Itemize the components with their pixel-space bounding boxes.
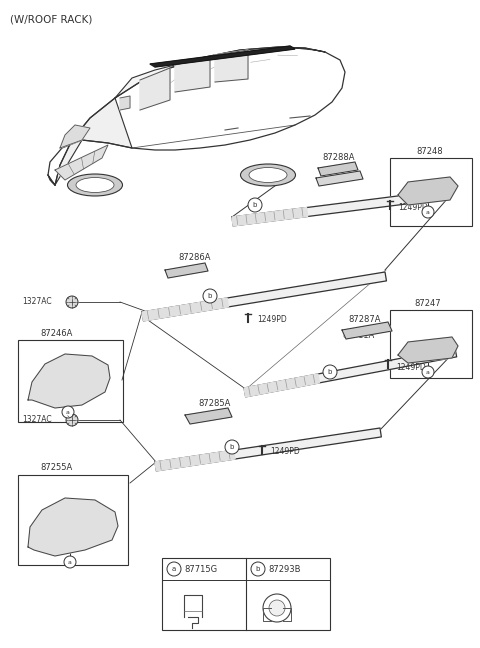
Polygon shape <box>244 348 456 397</box>
Polygon shape <box>155 450 235 471</box>
Text: 1249PD: 1249PD <box>398 203 428 213</box>
Text: 1249PD: 1249PD <box>270 448 300 456</box>
Text: 87285A: 87285A <box>198 399 230 408</box>
Polygon shape <box>165 263 208 278</box>
FancyBboxPatch shape <box>162 558 330 630</box>
Polygon shape <box>244 374 320 397</box>
Polygon shape <box>342 322 392 339</box>
FancyBboxPatch shape <box>18 340 123 422</box>
Ellipse shape <box>76 178 114 192</box>
Circle shape <box>225 440 239 454</box>
Text: b: b <box>208 293 212 299</box>
Circle shape <box>251 562 265 576</box>
Text: 87247: 87247 <box>414 299 441 308</box>
Text: 1249PD: 1249PD <box>396 362 426 371</box>
Polygon shape <box>185 408 232 424</box>
Text: 87288A: 87288A <box>322 152 355 161</box>
Circle shape <box>167 562 181 576</box>
Text: 87211A: 87211A <box>342 332 374 340</box>
Text: b: b <box>328 369 332 375</box>
Polygon shape <box>140 68 170 110</box>
Circle shape <box>66 414 78 426</box>
Text: 1327AC: 1327AC <box>22 415 52 424</box>
Polygon shape <box>115 47 325 98</box>
Text: b: b <box>253 202 257 208</box>
FancyBboxPatch shape <box>18 475 128 565</box>
Polygon shape <box>142 298 228 321</box>
Polygon shape <box>150 46 295 67</box>
Circle shape <box>62 406 74 418</box>
Text: 1249PD: 1249PD <box>257 316 287 325</box>
Polygon shape <box>215 50 248 82</box>
Text: a: a <box>426 369 430 375</box>
Text: 87212A: 87212A <box>325 170 357 178</box>
Polygon shape <box>28 354 110 408</box>
Polygon shape <box>48 98 132 185</box>
Polygon shape <box>175 57 210 92</box>
Circle shape <box>422 366 434 378</box>
Polygon shape <box>28 498 118 556</box>
Polygon shape <box>318 162 358 176</box>
Circle shape <box>269 600 285 616</box>
Text: a: a <box>66 410 70 415</box>
Circle shape <box>263 594 291 622</box>
Ellipse shape <box>249 167 287 183</box>
Circle shape <box>66 296 78 308</box>
Text: (W/ROOF RACK): (W/ROOF RACK) <box>10 14 92 24</box>
Polygon shape <box>398 337 458 363</box>
Circle shape <box>248 198 262 212</box>
Polygon shape <box>142 272 386 321</box>
Ellipse shape <box>240 164 296 186</box>
Circle shape <box>323 365 337 379</box>
FancyBboxPatch shape <box>390 158 472 226</box>
Text: 87286A: 87286A <box>178 253 211 262</box>
Text: b: b <box>230 444 234 450</box>
Polygon shape <box>232 207 308 226</box>
Polygon shape <box>60 125 90 148</box>
Polygon shape <box>398 177 458 205</box>
Text: 87287A: 87287A <box>348 316 381 325</box>
Polygon shape <box>232 190 446 226</box>
Text: a: a <box>172 566 176 572</box>
Text: 87715G: 87715G <box>184 564 217 573</box>
Text: b: b <box>256 566 260 572</box>
Text: a: a <box>68 559 72 564</box>
Polygon shape <box>316 171 363 186</box>
Ellipse shape <box>68 174 122 196</box>
FancyBboxPatch shape <box>390 310 472 378</box>
Text: 87293B: 87293B <box>268 564 300 573</box>
Polygon shape <box>155 428 381 471</box>
Polygon shape <box>55 145 108 180</box>
Circle shape <box>422 206 434 218</box>
Circle shape <box>203 289 217 303</box>
Text: 87255A: 87255A <box>40 463 72 472</box>
Circle shape <box>64 556 76 568</box>
Polygon shape <box>120 96 130 110</box>
Text: 87248: 87248 <box>416 148 443 157</box>
Text: 1327AC: 1327AC <box>22 297 52 305</box>
Text: a: a <box>426 209 430 214</box>
Text: 87246A: 87246A <box>40 329 72 338</box>
